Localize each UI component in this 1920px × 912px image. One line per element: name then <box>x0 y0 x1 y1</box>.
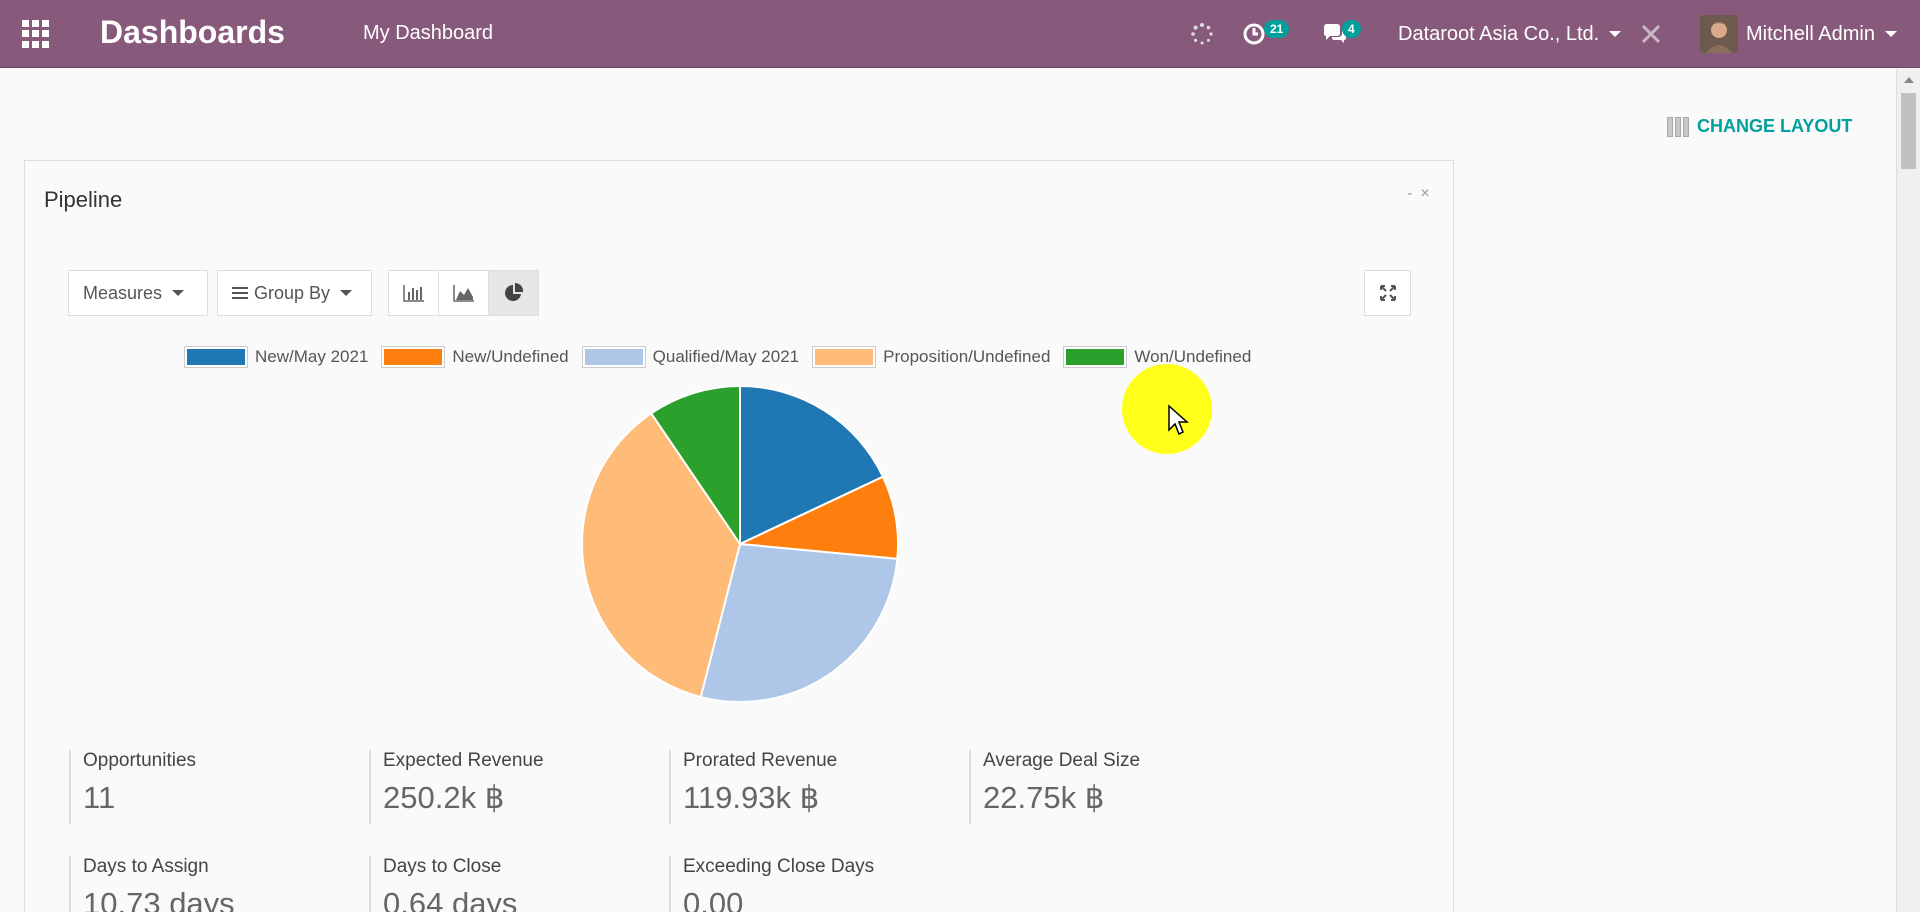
kpi-label: Average Deal Size <box>983 750 1141 771</box>
bar-chart-icon <box>402 285 424 302</box>
legend-item[interactable]: New/May 2021 <box>185 347 368 367</box>
columns-icon <box>1667 116 1689 137</box>
pie-chart <box>581 384 899 703</box>
activity-badge: 21 <box>1264 20 1290 38</box>
debug-tools-icon[interactable] <box>1640 0 1662 68</box>
line-chart-button[interactable] <box>438 270 489 316</box>
menu-my-dashboard[interactable]: My Dashboard <box>363 22 494 44</box>
chevron-down-icon <box>172 290 185 296</box>
legend-swatch <box>1064 347 1127 367</box>
pie-chart-button[interactable] <box>488 270 539 316</box>
kpi-label: Exceeding Close Days <box>683 856 875 877</box>
pie-slice-won-undefined[interactable] <box>649 384 741 548</box>
panel-controls: - × <box>1407 185 1430 203</box>
kpi-label: Days to Assign <box>83 856 209 877</box>
pie-slice-qualified-may-2021[interactable] <box>699 542 899 703</box>
cursor-highlight <box>1122 364 1212 454</box>
messages-button[interactable]: 4 <box>1322 0 1361 68</box>
change-layout-label: CHANGE LAYOUT <box>1697 116 1853 136</box>
legend-label: New/May 2021 <box>255 347 369 366</box>
measures-label: Measures <box>83 282 163 303</box>
page-scrollbar[interactable] <box>1896 69 1920 912</box>
top-navbar: Dashboards My Dashboard 21 4 Dataroot As… <box>0 0 1920 68</box>
expand-icon <box>1379 285 1396 301</box>
kpi-label: Prorated Revenue <box>683 750 838 771</box>
loading-spinner-icon <box>1190 0 1214 68</box>
kpi-value: 11 <box>83 780 116 815</box>
mouse-cursor-icon <box>1168 404 1189 436</box>
kpi-value: 250.2k ฿ <box>383 780 505 815</box>
app-title[interactable]: Dashboards <box>100 14 285 50</box>
kpi-value: 0.00 <box>683 886 744 912</box>
scroll-up-arrow-icon[interactable] <box>1904 77 1914 83</box>
pie-slice-new-undefined[interactable] <box>736 475 899 560</box>
legend-swatch <box>813 347 876 367</box>
legend-item[interactable]: New/Undefined <box>382 347 569 367</box>
avatar <box>1700 15 1738 53</box>
chevron-down-icon <box>1609 31 1622 37</box>
kpi-card[interactable]: Exceeding Close Days 0.00 <box>669 856 929 912</box>
scroll-thumb[interactable] <box>1901 93 1916 169</box>
measures-dropdown[interactable]: Measures <box>68 270 208 316</box>
legend-swatch <box>582 347 645 367</box>
apps-menu-icon[interactable] <box>22 20 50 48</box>
kpi-card[interactable]: Days to Close 0.64 days <box>369 856 629 912</box>
user-menu[interactable]: Mitchell Admin <box>1700 0 1897 68</box>
change-layout-button[interactable]: CHANGE LAYOUT <box>1667 116 1852 137</box>
close-button[interactable]: × <box>1420 185 1430 202</box>
minimize-button[interactable]: - <box>1407 185 1413 202</box>
pie-chart-icon <box>504 283 523 301</box>
kpi-card[interactable]: Opportunities 11 <box>69 750 329 824</box>
list-icon <box>232 284 248 302</box>
legend-swatch <box>185 347 247 367</box>
legend-item[interactable]: Qualified/May 2021 <box>582 347 800 367</box>
user-name: Mitchell Admin <box>1746 22 1875 45</box>
legend-label: New/Undefined <box>452 347 569 366</box>
group-by-label: Group By <box>254 282 331 303</box>
kpi-value: 22.75k ฿ <box>983 780 1105 815</box>
legend-label: Qualified/May 2021 <box>652 347 800 366</box>
clock-icon <box>1243 23 1265 45</box>
legend-swatch <box>382 347 445 367</box>
kpi-value: 10.73 days <box>83 886 235 912</box>
legend-label: Proposition/Undefined <box>883 347 1051 366</box>
area-chart-icon <box>452 285 474 302</box>
kpi-card[interactable]: Average Deal Size 22.75k ฿ <box>969 750 1229 824</box>
kpi-label: Opportunities <box>83 750 197 771</box>
messages-badge: 4 <box>1342 20 1361 38</box>
pie-slice-new-may-2021[interactable] <box>739 384 885 546</box>
kpi-label: Days to Close <box>383 856 502 877</box>
pie-slice-proposition-undefined[interactable] <box>581 411 742 699</box>
chevron-down-icon <box>1884 31 1897 37</box>
bar-chart-button[interactable] <box>388 270 439 316</box>
panel-title: Pipeline <box>44 187 123 212</box>
legend-label: Won/Undefined <box>1134 347 1252 366</box>
legend-item[interactable]: Proposition/Undefined <box>813 347 1050 367</box>
group-by-dropdown[interactable]: Group By <box>217 270 372 316</box>
activity-button[interactable]: 21 <box>1242 0 1290 68</box>
company-name: Dataroot Asia Co., Ltd. <box>1398 22 1600 45</box>
chart-type-switcher <box>388 270 539 316</box>
kpi-card[interactable]: Days to Assign 10.73 days <box>69 856 329 912</box>
kpi-value: 0.64 days <box>383 886 518 912</box>
chevron-down-icon <box>340 290 353 296</box>
kpi-label: Expected Revenue <box>383 750 544 771</box>
fullscreen-button[interactable] <box>1364 270 1411 316</box>
chart-legend: New/May 2021 New/Undefined Qualified/May 2… <box>185 347 1265 367</box>
legend-item[interactable]: Won/Undefined <box>1064 347 1251 367</box>
kpi-card[interactable]: Expected Revenue 250.2k ฿ <box>369 750 629 824</box>
kpi-value: 119.93k ฿ <box>683 780 820 815</box>
company-switcher[interactable]: Dataroot Asia Co., Ltd. <box>1398 0 1622 68</box>
kpi-card[interactable]: Prorated Revenue 119.93k ฿ <box>669 750 929 824</box>
